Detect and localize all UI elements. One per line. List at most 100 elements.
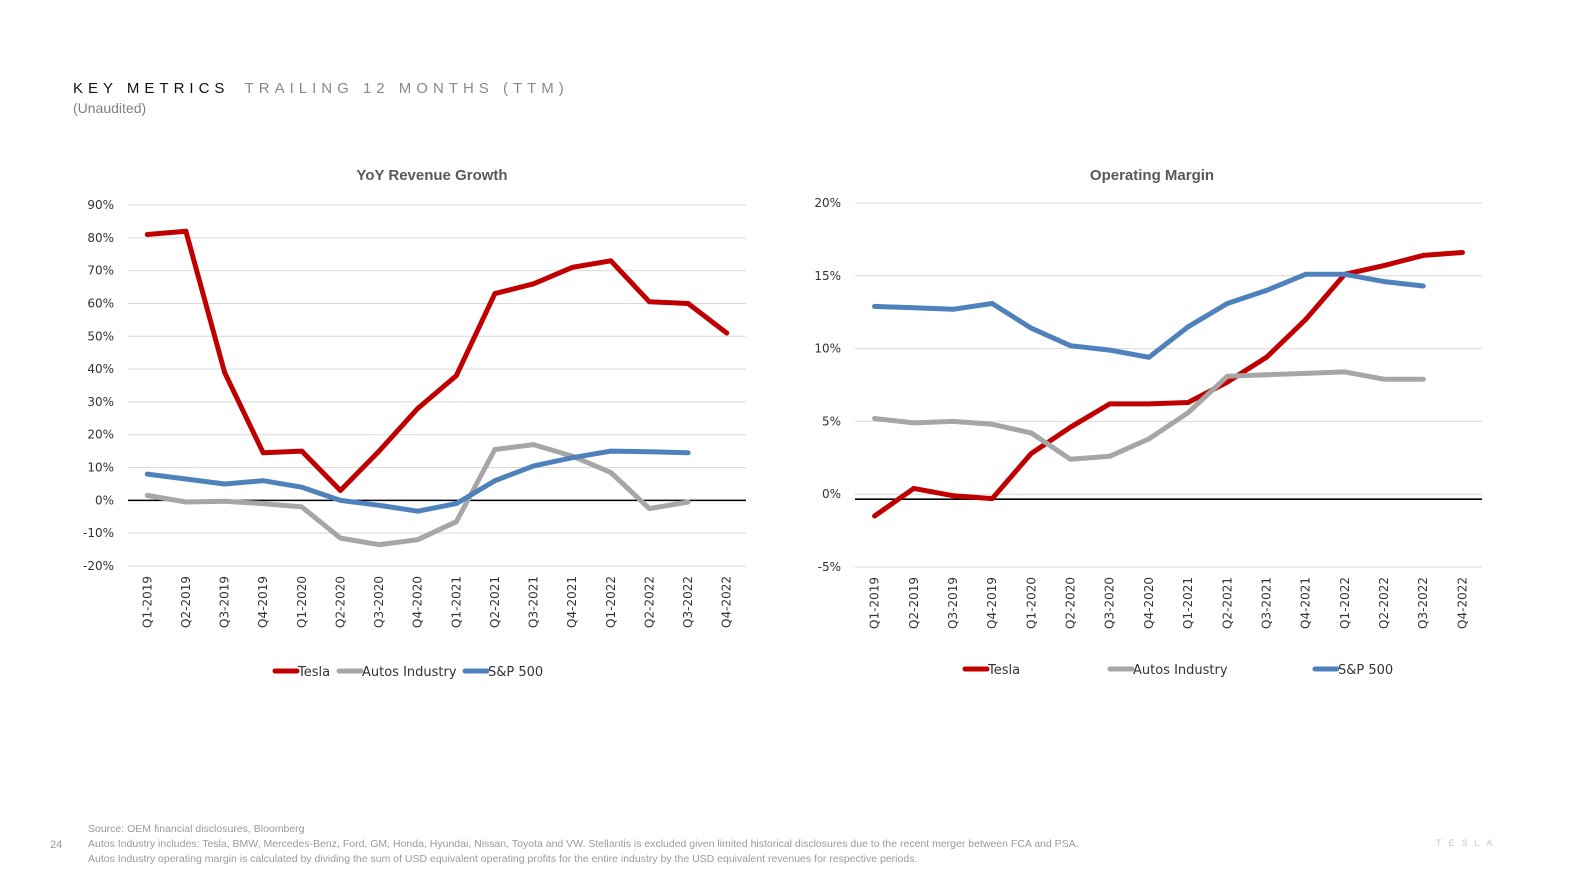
x-tick-label: Q3-2019 xyxy=(218,576,232,628)
data-point-tesla xyxy=(1303,317,1309,322)
data-point-tesla xyxy=(453,373,459,379)
x-tick-label: Q4-2021 xyxy=(565,576,579,628)
data-point-sp500 xyxy=(1381,279,1387,285)
data-point-sp500 xyxy=(1303,271,1309,277)
data-point-tesla xyxy=(1224,379,1230,385)
data-point-autos xyxy=(647,506,652,511)
footnote-autos-definition: Autos Industry includes: Tesla, BMW, Mer… xyxy=(88,838,1079,850)
data-point-autos xyxy=(260,501,266,507)
data-point-autos xyxy=(1224,373,1230,379)
data-point-tesla xyxy=(608,258,614,264)
data-point-tesla xyxy=(1185,400,1191,405)
data-point-tesla xyxy=(989,496,995,501)
y-tick-label: 70% xyxy=(87,264,114,278)
x-tick-label: Q2-2019 xyxy=(179,576,193,628)
data-point-sp500 xyxy=(183,476,189,482)
x-tick-label: Q2-2022 xyxy=(642,576,656,628)
data-point-autos xyxy=(1146,436,1152,442)
y-tick-label: 10% xyxy=(814,342,841,356)
x-tick-label: Q4-2022 xyxy=(720,576,734,628)
data-point-autos xyxy=(1381,376,1387,382)
series-line-autos xyxy=(144,442,691,548)
data-point-tesla xyxy=(222,369,227,375)
data-point-sp500 xyxy=(647,449,652,455)
data-point-sp500 xyxy=(453,501,459,507)
y-tick-label: 0% xyxy=(822,487,841,501)
legend-label-tesla: Tesla xyxy=(987,663,1020,678)
y-tick-label: 15% xyxy=(814,269,841,283)
data-point-tesla xyxy=(1264,354,1269,360)
data-point-autos xyxy=(1185,410,1191,416)
y-tick-label: -10% xyxy=(83,526,114,540)
x-tick-label: Q1-2020 xyxy=(295,576,309,628)
chart-title: YoY Revenue Growth xyxy=(356,167,507,184)
data-point-autos xyxy=(453,519,459,525)
data-point-sp500 xyxy=(872,303,877,309)
data-point-autos xyxy=(608,470,614,475)
data-point-tesla xyxy=(872,513,877,519)
x-tick-label: Q1-2022 xyxy=(604,576,618,628)
x-tick-label: Q1-2019 xyxy=(140,576,154,628)
data-point-autos xyxy=(1303,370,1309,376)
data-point-sp500 xyxy=(1185,324,1191,330)
data-point-tesla xyxy=(183,228,189,234)
data-point-sp500 xyxy=(1028,325,1034,331)
data-point-sp500 xyxy=(569,455,575,461)
data-point-autos xyxy=(531,442,536,447)
page-title: KEY METRICS TRAILING 12 MONTHS (TTM) xyxy=(73,80,569,97)
data-point-sp500 xyxy=(911,305,917,311)
series-line-tesla xyxy=(872,250,1465,519)
operating-margin-chart: Operating Margin -5% 0% 5% 10% 15% 20% Q1-2019 Q… xyxy=(814,167,1482,678)
data-point-autos xyxy=(376,542,382,548)
data-point-sp500 xyxy=(376,502,382,508)
data-point-autos xyxy=(1264,372,1269,378)
data-point-tesla xyxy=(950,493,956,499)
x-tick-label: Q1-2019 xyxy=(868,577,882,629)
y-tick-label: 80% xyxy=(87,231,114,245)
legend-label-sp500: S&P 500 xyxy=(488,665,543,680)
data-point-autos xyxy=(492,447,498,452)
x-tick-label: Q1-2021 xyxy=(1181,577,1195,629)
data-point-tesla xyxy=(647,299,652,305)
x-tick-label: Q2-2022 xyxy=(1377,577,1391,629)
x-tick-label: Q1-2020 xyxy=(1024,577,1038,629)
data-point-autos xyxy=(1028,430,1034,436)
data-point-tesla xyxy=(1381,263,1387,269)
data-point-sp500 xyxy=(1224,301,1230,306)
data-point-autos xyxy=(222,498,227,504)
data-point-tesla xyxy=(911,485,917,491)
data-point-sp500 xyxy=(299,484,305,490)
data-point-tesla xyxy=(260,450,266,456)
data-point-tesla xyxy=(415,406,421,411)
page-subtitle: (Unaudited) xyxy=(73,100,147,116)
series-line-tesla xyxy=(144,228,730,493)
page-header: KEY METRICS TRAILING 12 MONTHS (TTM) (Un… xyxy=(73,80,569,116)
data-point-tesla xyxy=(299,448,305,454)
data-point-tesla xyxy=(569,264,575,270)
data-point-autos xyxy=(685,499,691,505)
x-tick-label: Q3-2021 xyxy=(1259,577,1273,629)
data-point-autos xyxy=(1420,376,1426,382)
series-line-autos xyxy=(872,369,1426,462)
y-tick-label: 0% xyxy=(95,493,114,507)
x-tick-label: Q4-2020 xyxy=(1142,577,1156,629)
x-tick-label: Q4-2022 xyxy=(1455,577,1469,629)
data-point-tesla xyxy=(1146,401,1152,407)
x-tick-label: Q4-2020 xyxy=(411,576,425,628)
x-tick-label: Q4-2021 xyxy=(1299,577,1313,629)
footnote-source: Source: OEM financial disclosures, Bloom… xyxy=(88,823,305,835)
data-point-tesla xyxy=(492,291,498,297)
data-point-sp500 xyxy=(1068,343,1073,349)
data-point-sp500 xyxy=(608,448,614,454)
x-tick-label: Q1-2021 xyxy=(449,576,463,628)
chart-title: Operating Margin xyxy=(1090,167,1214,184)
y-tick-label: 20% xyxy=(814,196,841,210)
data-point-autos xyxy=(1068,456,1073,462)
data-point-sp500 xyxy=(989,301,995,306)
data-point-tesla xyxy=(685,301,691,306)
data-point-tesla xyxy=(338,488,343,493)
y-tick-label: 40% xyxy=(87,362,114,376)
y-tick-label: 10% xyxy=(87,461,114,475)
data-point-sp500 xyxy=(415,508,421,514)
data-point-sp500 xyxy=(1342,271,1348,277)
